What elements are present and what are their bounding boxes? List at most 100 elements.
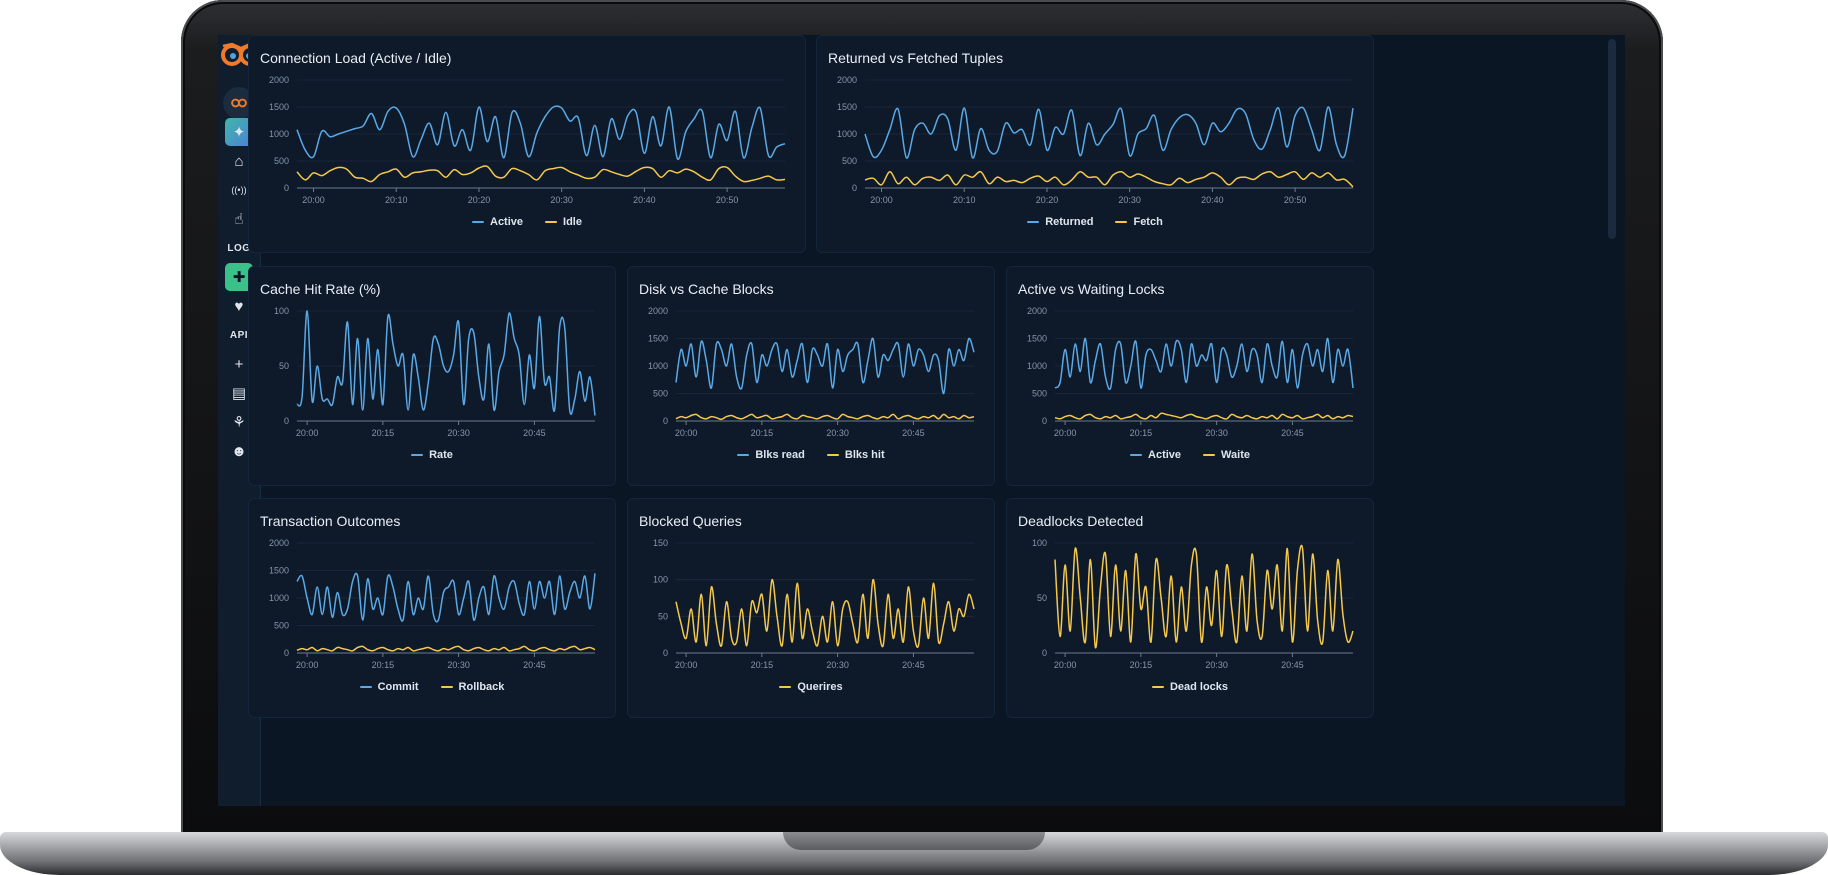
chart-legend: Active Waite [1007, 449, 1373, 461]
webhook-icon[interactable]: ⚘ [225, 408, 253, 436]
y-tick-label: 50 [279, 361, 289, 371]
chart-svg: 0 500 1000 1500 2000 20:00 20:15 20:30 20:45 [269, 538, 596, 670]
chart-svg: 0 500 1000 1500 2000 20:00 20:15 20:30 20:45 [1027, 306, 1354, 438]
legend-item[interactable]: Idle [545, 216, 582, 228]
legend-item[interactable]: Blks read [737, 449, 805, 461]
x-tick-label: 20:30 [826, 660, 849, 670]
heartbeat-icon[interactable]: ♥ [225, 292, 253, 320]
y-tick-label: 50 [658, 611, 668, 621]
x-tick-label: 20:00 [870, 195, 893, 205]
x-tick-label: 20:00 [296, 428, 319, 438]
series-line-fetch [864, 170, 1354, 188]
legend-item[interactable]: Querires [779, 681, 843, 693]
legend-swatch [545, 221, 558, 223]
touch-icon[interactable]: ☝ [225, 205, 253, 233]
x-tick-label: 20:45 [523, 660, 546, 670]
sidebar-glyph: ✚ [232, 269, 246, 286]
y-tick-label: 1500 [269, 566, 289, 576]
chart-svg: 0 500 1000 1500 2000 20:00 20:15 20:30 20:45 [648, 306, 975, 438]
api-icon[interactable]: API [225, 321, 253, 349]
legend-item[interactable]: Rate [411, 449, 453, 461]
legend-swatch [440, 686, 453, 688]
sidebar-glyph: ▤ [231, 385, 247, 402]
y-tick-label: 0 [1042, 648, 1047, 658]
log-icon[interactable]: LOG [225, 234, 253, 262]
y-tick-label: 1000 [1027, 361, 1047, 371]
legend-label: Rate [429, 449, 453, 461]
y-tick-label: 0 [663, 648, 668, 658]
home-icon[interactable]: ⌂ [225, 147, 253, 175]
scrollbar[interactable] [1605, 35, 1625, 806]
panel-title: Returned vs Fetched Tuples [828, 50, 1004, 66]
series-line-idle [296, 165, 786, 183]
legend-swatch [472, 221, 484, 223]
y-tick-label: 2000 [269, 75, 289, 85]
legend-label: Querires [797, 681, 843, 693]
legend-label: Blks hit [844, 449, 885, 461]
legend-swatch [826, 454, 839, 456]
legend-item[interactable]: Returned [1027, 216, 1093, 228]
legend-item[interactable]: Blks hit [826, 449, 885, 461]
chart-legend: Rate [249, 449, 615, 461]
broadcast-icon[interactable]: ((•)) [225, 176, 253, 204]
chart-svg: 0 500 1000 1500 2000 20:00 20:10 20:20 20:30 20:4… [269, 75, 786, 205]
org-owl-icon [231, 98, 247, 107]
x-tick-label: 20:10 [385, 195, 408, 205]
y-tick-label: 0 [284, 648, 289, 658]
add-user-icon[interactable]: + [225, 350, 253, 378]
legend-label: Fetch [1133, 216, 1163, 228]
legend-label: Blks read [755, 449, 805, 461]
legend-swatch [1027, 221, 1040, 223]
series-line-commit [296, 572, 596, 623]
y-tick-label: 1000 [269, 593, 289, 603]
legend-item[interactable]: Rollback [440, 681, 504, 693]
legend-item[interactable]: Fetch [1115, 216, 1163, 228]
y-tick-label: 1500 [648, 334, 668, 344]
legend-item[interactable]: Active [472, 216, 523, 228]
legend-label: Idle [563, 216, 582, 228]
y-tick-label: 500 [653, 389, 668, 399]
x-tick-label: 20:15 [372, 428, 395, 438]
user-card-icon[interactable]: ▤ [225, 379, 253, 407]
x-tick-label: 20:50 [716, 195, 739, 205]
x-tick-label: 20:30 [447, 660, 470, 670]
x-tick-label: 20:45 [523, 428, 546, 438]
sidebar-item-label: LOG [227, 242, 251, 254]
legend-label: Active [1148, 449, 1182, 461]
x-tick-label: 20:45 [1281, 428, 1304, 438]
face-icon[interactable]: ☻ [225, 437, 253, 465]
chart-legend: Returned Fetch [817, 216, 1373, 228]
sidebar-glyph: ((•)) [231, 185, 247, 195]
panel-blocked-queries: Blocked Queries 0 50 100 150 20:00 20:15 20:30… [627, 498, 995, 718]
x-tick-label: 20:30 [1205, 660, 1228, 670]
sidebar-glyph: ⌂ [234, 152, 244, 170]
panel-title: Transaction Outcomes [260, 513, 401, 529]
y-tick-label: 500 [274, 156, 289, 166]
series-line-returned [864, 106, 1354, 159]
panel-active-waiting-locks: Active vs Waiting Locks 0 500 1000 1500 2000… [1006, 266, 1374, 486]
sidebar-glyph: ⚘ [232, 414, 246, 431]
x-tick-label: 20:00 [302, 195, 325, 205]
legend-item[interactable]: Commit [359, 681, 419, 693]
series-line-rate [296, 310, 596, 416]
legend-swatch [359, 686, 372, 688]
x-tick-label: 20:15 [372, 660, 395, 670]
y-tick-label: 1000 [648, 361, 668, 371]
legend-swatch [1203, 454, 1216, 456]
panel-cache-hit-rate: Cache Hit Rate (%) 0 50 100 20:00 20:15 20:30… [248, 266, 616, 486]
chart-legend: Querires [628, 681, 994, 693]
scroll-thumb[interactable] [1608, 39, 1616, 239]
sidebar-glyph: ✦ [232, 124, 246, 141]
legend-item[interactable]: Active [1130, 449, 1181, 461]
y-tick-label: 1500 [837, 102, 857, 112]
y-tick-label: 50 [1037, 593, 1047, 603]
panel-title: Deadlocks Detected [1018, 513, 1144, 529]
chart-svg: 0 500 1000 1500 2000 20:00 20:10 20:20 20:30 20:4… [837, 75, 1354, 205]
legend-item[interactable]: Waite [1203, 449, 1250, 461]
legend-item[interactable]: Dead locks [1151, 681, 1228, 693]
x-tick-label: 20:30 [1118, 195, 1141, 205]
legend-swatch [1151, 686, 1164, 688]
legend-label: Returned [1045, 216, 1094, 228]
panel-deadlocks-detected: Deadlocks Detected 0 50 100 20:00 20:15 20:30… [1006, 498, 1374, 718]
y-tick-label: 2000 [648, 306, 668, 316]
